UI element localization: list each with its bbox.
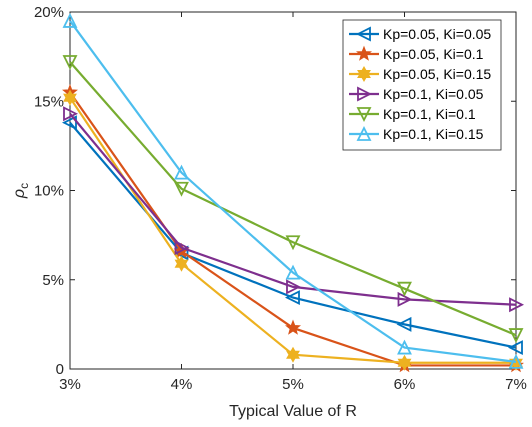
y-tick-label: 15% (34, 93, 64, 110)
data-point (174, 181, 189, 197)
legend-label: Kp=0.05, Ki=0.15 (383, 66, 491, 82)
data-point (63, 106, 79, 122)
x-tick-label: 5% (282, 376, 304, 393)
x-tick-label: 3% (59, 376, 81, 393)
data-point (174, 164, 189, 180)
y-axis: 0 5% 10% 15% 20% (34, 4, 516, 378)
data-point (285, 319, 301, 335)
legend-marker (356, 125, 372, 141)
y-tick-label: 5% (42, 272, 64, 289)
x-tick-label: 4% (171, 376, 193, 393)
data-point (397, 354, 412, 371)
series-line (69, 20, 517, 363)
data-point (62, 12, 78, 28)
legend-item: Kp=0.05, Ki=0.1 (349, 45, 484, 62)
data-point (62, 55, 78, 70)
x-tick-label: 6% (394, 376, 416, 393)
data-point (284, 290, 300, 306)
data-point (61, 115, 77, 131)
legend-marker (356, 45, 372, 61)
legend-label: Kp=0.05, Ki=0.05 (383, 26, 491, 42)
y-tick-label: 20% (34, 4, 64, 21)
y-axis-label: ρc (11, 183, 31, 199)
legend-item: Kp=0.05, Ki=0.15 (349, 65, 491, 83)
legend-item: Kp=0.05, Ki=0.05 (349, 26, 491, 42)
data-point (509, 354, 523, 371)
legend: Kp=0.05, Ki=0.05 Kp=0.05, Ki=0.1 Kp=0.05, … (342, 19, 502, 151)
legend-marker (355, 26, 371, 42)
x-axis: 3% 4% 5% 6% 7% (59, 12, 527, 393)
data-point (285, 235, 301, 251)
data-point (285, 264, 301, 280)
legend-box (342, 19, 502, 151)
series-5 (62, 55, 524, 344)
data-point (507, 340, 523, 356)
data-point (508, 328, 524, 344)
legend-marker (357, 65, 371, 83)
series-layer (61, 12, 525, 373)
series-line (69, 113, 517, 306)
y-axis-label-subscript: c (17, 183, 31, 189)
legend-marker (357, 86, 373, 102)
legend-label: Kp=0.1, Ki=0.15 (383, 126, 484, 142)
legend-label: Kp=0.1, Ki=0.05 (383, 86, 484, 102)
series-4 (63, 106, 525, 313)
data-point (286, 279, 302, 295)
y-tick-label: 0 (56, 361, 64, 378)
data-point (286, 346, 300, 363)
legend-label: Kp=0.1, Ki=0.1 (383, 106, 476, 122)
legend-marker (356, 107, 372, 123)
legend-item: Kp=0.1, Ki=0.15 (349, 125, 484, 142)
series-6 (62, 12, 524, 369)
x-axis-label: Typical Value of R (229, 403, 357, 420)
x-tick-label: 7% (505, 376, 527, 393)
legend-item: Kp=0.1, Ki=0.1 (349, 106, 476, 123)
data-point (396, 316, 412, 332)
data-point (508, 353, 524, 369)
data-point (174, 255, 189, 272)
series-3 (63, 89, 523, 371)
data-point (397, 281, 412, 297)
legend-item: Kp=0.1, Ki=0.05 (349, 86, 484, 102)
data-point (63, 89, 77, 106)
series-line (69, 61, 517, 337)
y-axis-label-rho: ρ (11, 189, 28, 199)
y-tick-label: 10% (34, 183, 64, 200)
data-point (397, 339, 412, 355)
data-point (174, 240, 190, 256)
data-point (509, 297, 525, 313)
legend-label: Kp=0.05, Ki=0.1 (383, 46, 484, 62)
